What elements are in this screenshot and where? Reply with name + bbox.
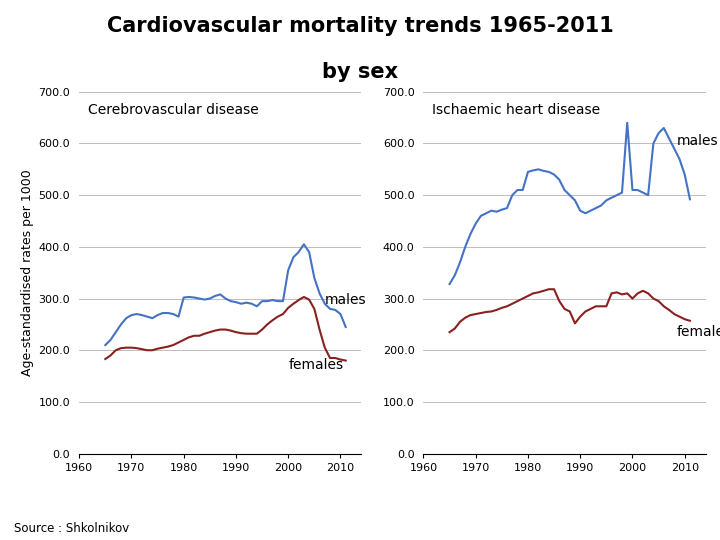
Text: Cardiovascular mortality trends 1965-2011: Cardiovascular mortality trends 1965-201… bbox=[107, 16, 613, 36]
Text: Source : Shkolnikov: Source : Shkolnikov bbox=[14, 522, 130, 535]
Text: Cerebrovascular disease: Cerebrovascular disease bbox=[88, 103, 258, 117]
Text: males: males bbox=[325, 293, 366, 307]
Text: Ischaemic heart disease: Ischaemic heart disease bbox=[432, 103, 600, 117]
Text: females: females bbox=[288, 359, 343, 373]
Text: females: females bbox=[677, 325, 720, 339]
Text: by sex: by sex bbox=[322, 62, 398, 82]
Text: males: males bbox=[677, 133, 719, 147]
Y-axis label: Age-standardised rates per 1000: Age-standardised rates per 1000 bbox=[22, 170, 35, 376]
